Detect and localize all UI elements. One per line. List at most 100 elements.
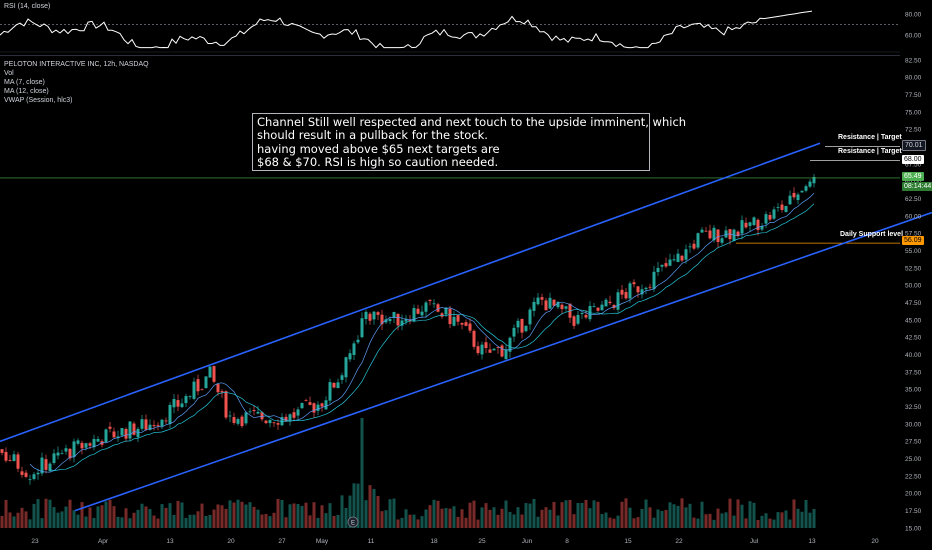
volume-bar: [280, 499, 284, 528]
volume-bar: [232, 502, 236, 528]
price-axis-label: 37.50: [905, 369, 922, 376]
date-axis-label: 8: [565, 538, 569, 545]
date-axis-label: 15: [624, 538, 632, 545]
volume-bar: [484, 503, 488, 528]
volume-bar: [464, 517, 468, 528]
candle-body: [284, 416, 288, 422]
resistance-label-1: Resistance | Target: [838, 134, 902, 141]
volume-bar: [552, 501, 556, 528]
ma12-legend[interactable]: MA (12, close): [4, 88, 49, 95]
rsi-legend[interactable]: RSI (14, close): [4, 3, 51, 10]
volume-bar: [532, 498, 536, 528]
volume-bar: [152, 515, 156, 528]
candle-body: [40, 457, 44, 474]
vol-legend[interactable]: Vol: [4, 70, 14, 77]
volume-bar: [156, 518, 160, 528]
annotation-line-2: should result in a pullback for the stoc…: [257, 128, 488, 143]
candle-body: [24, 472, 28, 477]
volume-bar: [736, 499, 740, 528]
vwap-legend[interactable]: VWAP (Session, hlc3): [4, 97, 73, 104]
candle-body: [528, 309, 532, 325]
volume-bar: [600, 514, 604, 528]
volume-bar: [36, 499, 40, 528]
volume-bar: [116, 516, 120, 528]
candle-body: [712, 227, 716, 241]
volume-bar: [136, 509, 140, 528]
symbol-legend[interactable]: PELOTON INTERACTIVE INC, 12h, NASDAQ: [4, 61, 149, 68]
candle-body: [704, 230, 708, 232]
candle-body: [12, 454, 16, 462]
volume-bar: [68, 499, 72, 528]
candle-body: [348, 353, 352, 360]
volume-bar: [592, 500, 596, 528]
volume-bar: [720, 513, 724, 528]
volume-bar: [804, 500, 808, 528]
volume-bar: [44, 498, 48, 528]
candle-body: [252, 410, 256, 412]
price-axis-label: 35.00: [905, 387, 922, 394]
ma7-legend[interactable]: MA (7, close): [4, 79, 45, 86]
volume-bar: [420, 516, 424, 528]
volume-bar: [216, 504, 220, 528]
candle-body: [388, 319, 392, 322]
volume-bar: [4, 500, 8, 528]
candle-body: [280, 417, 284, 426]
candle-body: [544, 300, 548, 311]
candle-body: [596, 307, 600, 311]
volume-bar: [224, 508, 228, 528]
volume-bar: [604, 512, 608, 528]
candle-body: [368, 313, 372, 321]
volume-bar: [524, 503, 528, 528]
candle-body: [564, 306, 568, 309]
candle-body: [648, 286, 652, 288]
candle-body: [736, 231, 740, 237]
volume-bar: [248, 502, 252, 528]
text-annotation[interactable]: Channel Still well respected and next to…: [252, 113, 686, 171]
candle-body: [356, 339, 360, 343]
price-axis-label: 27.50: [905, 439, 922, 446]
volume-bar: [228, 500, 232, 528]
date-axis-label: 18: [430, 538, 438, 545]
candle-body: [312, 403, 316, 413]
candle-body: [780, 204, 784, 210]
volume-bar: [792, 499, 796, 528]
candle-body: [140, 419, 144, 429]
volume-bar: [620, 501, 624, 528]
volume-bar: [508, 511, 512, 528]
candle-body: [60, 453, 64, 455]
earnings-marker[interactable]: E: [347, 516, 359, 528]
volume-bar: [412, 514, 416, 528]
candle-body: [100, 441, 104, 445]
candle-body: [172, 398, 176, 408]
volume-bar: [368, 485, 372, 528]
volume-bar: [148, 509, 152, 528]
volume-bar: [376, 495, 380, 528]
volume-bars: [0, 418, 816, 528]
candle-body: [800, 190, 804, 193]
support-label: Daily Support level: [840, 231, 904, 238]
candle-body: [80, 442, 84, 449]
volume-bar: [56, 512, 60, 528]
candle-body: [204, 376, 208, 389]
volume-bar: [548, 509, 552, 528]
volume-bar: [388, 499, 392, 528]
candle-body: [264, 420, 268, 424]
candle-body: [420, 311, 424, 316]
volume-bar: [812, 508, 816, 528]
date-axis-label: 22: [675, 538, 683, 545]
volume-bar: [340, 495, 344, 528]
volume-bar: [560, 502, 564, 528]
price-axis-label: 47.50: [905, 300, 922, 307]
date-axis-label: 20: [871, 538, 879, 545]
candle-body: [92, 438, 96, 448]
candle-body: [628, 283, 632, 299]
volume-bar: [60, 511, 64, 528]
candle-body: [436, 304, 440, 312]
price-axis-label: 40.00: [905, 352, 922, 359]
volume-bar: [444, 508, 448, 528]
price-axis-label: 22.50: [905, 473, 922, 480]
ma7-line: [29, 192, 815, 473]
volume-bar: [696, 518, 700, 528]
volume-bar: [180, 502, 184, 528]
